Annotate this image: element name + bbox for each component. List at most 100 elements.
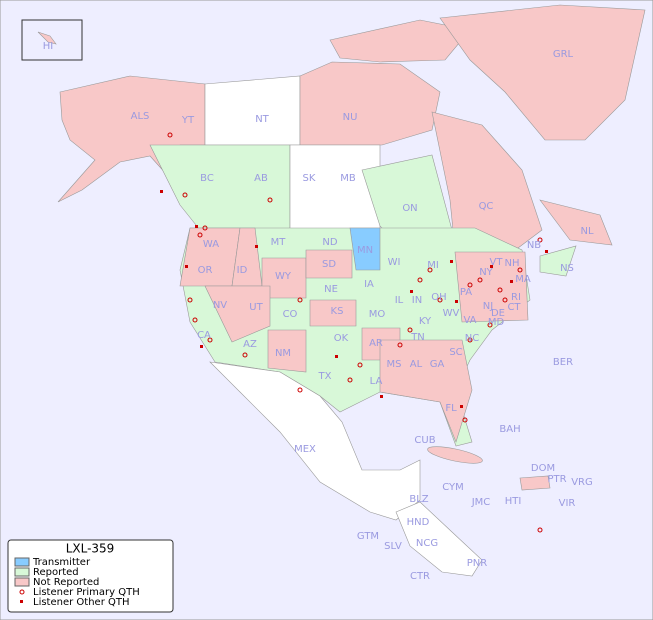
region-label: MB bbox=[340, 173, 356, 184]
listener-marker bbox=[200, 345, 203, 348]
legend-label: Reported bbox=[33, 567, 79, 578]
listener-marker bbox=[537, 527, 543, 533]
listener-marker bbox=[182, 192, 188, 198]
region-label: NB bbox=[527, 240, 541, 251]
region-label: AL bbox=[410, 359, 423, 370]
region-label: MI bbox=[427, 260, 439, 271]
listener-marker bbox=[467, 337, 473, 343]
region-label: MEX bbox=[294, 444, 316, 455]
region-label: GRL bbox=[553, 49, 574, 60]
listener-marker bbox=[297, 387, 303, 393]
region-label: WA bbox=[203, 239, 219, 250]
region-label: CTR bbox=[410, 571, 430, 582]
region-label: WI bbox=[388, 257, 401, 268]
listener-marker bbox=[267, 197, 273, 203]
region-label: TN bbox=[410, 332, 425, 343]
region-label: CO bbox=[283, 309, 298, 320]
region-label: BC bbox=[200, 173, 214, 184]
listener-marker bbox=[537, 237, 543, 243]
listener-marker bbox=[255, 245, 258, 248]
listener-marker bbox=[487, 322, 493, 328]
region-label: ALS bbox=[131, 111, 150, 122]
region-label: GA bbox=[430, 359, 445, 370]
region-label: MS bbox=[387, 359, 402, 370]
region-label: BLZ bbox=[409, 494, 428, 505]
region-label: KY bbox=[419, 316, 432, 327]
region-label: MN bbox=[357, 245, 373, 256]
legend-label: Transmitter bbox=[32, 557, 91, 568]
hawaii bbox=[37, 31, 57, 45]
listener-marker bbox=[397, 342, 403, 348]
listener-marker bbox=[160, 190, 163, 193]
sd bbox=[305, 249, 353, 279]
region-label: HTI bbox=[505, 496, 522, 507]
listener-marker bbox=[502, 297, 508, 303]
qc bbox=[431, 111, 543, 261]
listener-marker bbox=[477, 277, 483, 283]
legend-title: LXL-359 bbox=[66, 542, 115, 556]
region-label: QC bbox=[479, 201, 494, 212]
swatch bbox=[19, 589, 25, 595]
region-label: RI bbox=[511, 292, 521, 303]
region-label: DOM bbox=[531, 463, 555, 474]
region-label: MA bbox=[515, 274, 531, 285]
hi-box bbox=[21, 19, 83, 61]
land bbox=[21, 4, 646, 577]
listener-marker bbox=[297, 297, 303, 303]
region-labels: HI ALS YT NT NU GRL BC AB SK MB ON QC NL NS WA MT ND MN WI… bbox=[43, 41, 594, 582]
listener-marker bbox=[460, 405, 463, 408]
listener-marker bbox=[410, 290, 413, 293]
region-label: SLV bbox=[384, 541, 402, 552]
region-label: IA bbox=[364, 279, 374, 290]
region-label: CUB bbox=[414, 435, 435, 446]
region-label: NY bbox=[479, 267, 493, 278]
legend-label: Not Reported bbox=[33, 577, 99, 588]
legend-label: Listener Other QTH bbox=[33, 597, 129, 608]
listener-marker bbox=[202, 225, 208, 231]
listener-marker bbox=[462, 417, 468, 423]
region-label: SD bbox=[322, 259, 336, 270]
region-label: AR bbox=[369, 338, 383, 349]
nm bbox=[267, 329, 307, 373]
listener-marker bbox=[450, 260, 453, 263]
legend: LXL-359 Transmitter Reported Not Reporte… bbox=[7, 539, 174, 613]
region-label: MT bbox=[271, 237, 287, 248]
region-label: HND bbox=[407, 517, 430, 528]
region-label: OH bbox=[431, 292, 446, 303]
region-label: PA bbox=[460, 287, 472, 298]
arctic-islands bbox=[329, 19, 471, 63]
swatch bbox=[14, 577, 30, 587]
region-label: KS bbox=[331, 306, 344, 317]
listener-marker bbox=[347, 377, 353, 383]
southeast bbox=[379, 339, 473, 443]
region-label: HI bbox=[43, 41, 53, 52]
listener-marker bbox=[490, 265, 493, 268]
region-label: CA bbox=[197, 330, 211, 341]
region-label: TX bbox=[318, 371, 332, 382]
region-label: PNR bbox=[467, 558, 488, 569]
listener-marker bbox=[427, 267, 433, 273]
region-label: ON bbox=[402, 203, 417, 214]
region-label: NH bbox=[505, 258, 520, 269]
sk-mb bbox=[289, 144, 381, 231]
listener-marker bbox=[417, 277, 423, 283]
region-label: VIR bbox=[559, 498, 576, 509]
listener-marker bbox=[455, 300, 458, 303]
swatch bbox=[14, 557, 30, 567]
listener-marker bbox=[197, 232, 203, 238]
greenland bbox=[439, 4, 646, 141]
listener-marker bbox=[357, 362, 363, 368]
listener-markers bbox=[160, 132, 548, 533]
region-label: NC bbox=[465, 333, 479, 344]
listener-marker bbox=[207, 337, 213, 343]
region-label: GTM bbox=[357, 531, 379, 542]
region-label: LA bbox=[370, 376, 383, 387]
listener-marker bbox=[497, 287, 503, 293]
listener-marker bbox=[517, 267, 523, 273]
region-label: NS bbox=[560, 263, 574, 274]
mn bbox=[349, 227, 381, 271]
listener-marker bbox=[510, 280, 513, 283]
region-label: VA bbox=[463, 315, 476, 326]
region-label: CT bbox=[507, 302, 521, 313]
